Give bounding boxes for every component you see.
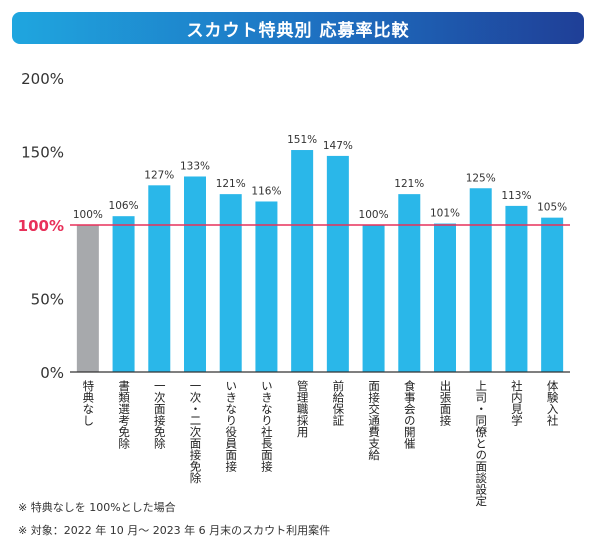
bar xyxy=(291,150,314,372)
category-label: 前給保証 xyxy=(331,379,345,427)
bar-value-label: 116% xyxy=(251,185,281,197)
bar-value-label: 100% xyxy=(73,209,103,221)
bar-value-label: 106% xyxy=(109,200,139,212)
category-label: 書類選考免除 xyxy=(117,379,131,449)
category-label: 体験入社 xyxy=(546,379,560,427)
y-tick-label: 150% xyxy=(21,144,64,162)
category-label: 特典なし xyxy=(81,379,95,426)
y-tick-label: 50% xyxy=(31,291,64,309)
bar xyxy=(434,223,456,372)
y-tick-label: 200% xyxy=(21,70,64,88)
footnote-2: ※ 対象：2022 年 10 月～ 2023 年 6 月末のスカウト利用案件 xyxy=(18,524,331,537)
category-label: 一次・二次面接免除 xyxy=(189,380,203,484)
category-label: 上司・同僚との面談設定 xyxy=(474,380,488,507)
bar-value-label: 101% xyxy=(430,208,460,220)
category-label: 出張面接 xyxy=(439,379,453,427)
bar xyxy=(326,155,349,372)
category-label: 管理職採用 xyxy=(296,379,310,438)
bar-value-label: 125% xyxy=(466,172,496,184)
bar-value-label: 121% xyxy=(394,178,424,190)
bar-value-label: 133% xyxy=(180,160,210,172)
bar xyxy=(362,225,385,372)
bar-value-label: 147% xyxy=(323,140,353,152)
category-label: いきなり社長面接 xyxy=(260,380,274,473)
bar-value-label: 113% xyxy=(501,190,531,202)
category-label: 社内見学 xyxy=(510,379,524,426)
category-label: 食事会の開催 xyxy=(403,379,417,450)
category-label: 一次面接免除 xyxy=(153,380,167,449)
footnote-1: ※ 特典なしを 100%とした場合 xyxy=(18,501,176,514)
y-tick-label: 0% xyxy=(40,364,64,382)
bar-value-label: 151% xyxy=(287,134,317,146)
bar xyxy=(541,217,564,372)
bar xyxy=(184,176,206,372)
footnotes: ※ 特典なしを 100%とした場合 ※ 対象：2022 年 10 月～ 2023… xyxy=(18,496,330,542)
bar xyxy=(398,194,421,372)
category-label: いきなり役員面接 xyxy=(224,380,238,473)
bar-value-label: 100% xyxy=(359,209,389,221)
bar xyxy=(255,201,278,372)
bar-value-label: 121% xyxy=(216,178,246,190)
bar xyxy=(219,194,242,372)
bar xyxy=(148,185,171,372)
bar-value-label: 105% xyxy=(537,202,567,214)
bar xyxy=(469,188,492,372)
chart-title: スカウト特典別 応募率比較 xyxy=(186,20,410,41)
bar xyxy=(76,225,99,372)
y-tick-label: 100% xyxy=(18,217,64,235)
bar xyxy=(505,205,528,372)
category-label: 面接交通費支給 xyxy=(367,380,381,461)
bar xyxy=(112,216,135,372)
chart-title-banner: スカウト特典別 応募率比較 xyxy=(12,12,584,44)
bar-value-label: 127% xyxy=(144,169,174,181)
